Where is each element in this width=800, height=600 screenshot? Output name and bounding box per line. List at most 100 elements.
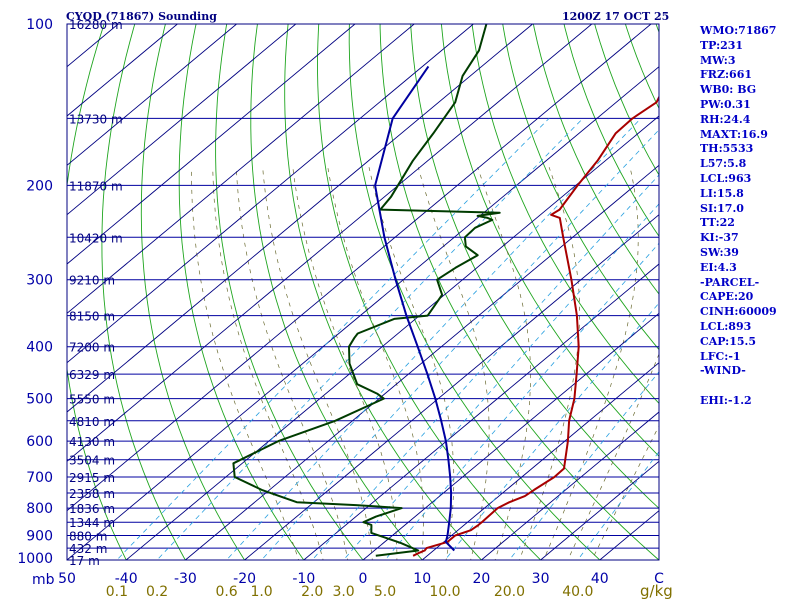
isotherm-line <box>67 66 659 560</box>
height-level-label: 16280 m <box>69 18 123 32</box>
pressure-unit-label: mb <box>32 572 55 588</box>
pressure-tick-label: 800 <box>26 501 53 517</box>
isotherm-line <box>67 24 474 364</box>
isotherm-line <box>67 24 237 166</box>
index-item: WMO:71867 <box>700 24 777 37</box>
index-item: LCL:893 <box>700 319 752 333</box>
temperature-tick-label: 30 <box>532 571 550 587</box>
height-level-label: 1836 m <box>69 502 115 516</box>
height-level-label: 5550 m <box>69 393 115 407</box>
moist-adiabat-line <box>262 167 373 560</box>
moist-adiabat-line <box>543 167 639 560</box>
mixing-ratio-line <box>384 242 659 560</box>
isotherm-line <box>303 263 659 560</box>
dry-adiabat-line <box>594 24 659 176</box>
index-item: TP:231 <box>700 38 744 52</box>
index-item: LFC:-1 <box>700 349 741 363</box>
pressure-tick-label: 1000 <box>17 551 53 567</box>
mixing-ratio-label: 20.0 <box>494 584 525 600</box>
isotherm-line <box>244 214 659 560</box>
isotherm-line <box>540 460 659 560</box>
height-level-label: 880 m <box>69 530 107 544</box>
index-item: -WIND- <box>700 364 746 378</box>
series-layer <box>232 24 659 557</box>
pressure-tick-label: 500 <box>26 392 53 408</box>
mixing-ratio-label: 10.0 <box>429 584 460 600</box>
isotherm-line <box>362 312 659 560</box>
temperature-tick-label: -10 <box>292 571 315 587</box>
height-level-label: 1344 m <box>69 516 115 530</box>
isotherm-line <box>67 24 652 512</box>
index-item: SI:17.0 <box>700 201 744 215</box>
temperature-line <box>412 95 659 557</box>
isotherm-line <box>481 411 659 560</box>
height-level-label: 4130 m <box>69 435 115 449</box>
index-item: EHI:-1.2 <box>700 393 752 407</box>
height-level-label: 13730 m <box>69 112 123 126</box>
index-item: EI:4.3 <box>700 260 737 274</box>
height-level-label: 6329 m <box>69 368 115 382</box>
mixing-ratio-label: 0.1 <box>106 584 128 600</box>
temperature-tick-label: 20 <box>472 571 490 587</box>
mixing-ratio-label: 40.0 <box>562 584 593 600</box>
height-level-label: 9210 m <box>69 274 115 288</box>
mixing-ratio-unit-label: g/kg <box>640 582 673 600</box>
dry-adiabat-line <box>178 24 305 560</box>
dry-adiabat-line <box>67 24 127 560</box>
height-level-label: 10420 m <box>69 231 123 245</box>
isotherm-line <box>421 362 659 560</box>
dry-adiabat-line <box>348 24 601 560</box>
height-level-label: 8150 m <box>69 310 115 324</box>
isotherm-line <box>67 24 593 462</box>
mixing-ratio-line <box>226 118 642 560</box>
index-spacer <box>700 379 798 394</box>
index-item: RH:24.4 <box>700 112 751 126</box>
stability-indices-panel: WMO:71867 TP:231 MW:3 FRZ:661 WB0: BG PW:0.31… <box>700 24 798 409</box>
dry-adiabat-line <box>215 24 364 560</box>
isotherm-line <box>67 24 356 265</box>
height-level-label: 17 m <box>69 554 100 568</box>
mixing-ratio-label: 0.2 <box>146 584 168 600</box>
dry-adiabat-line <box>563 24 659 238</box>
index-item: SW:39 <box>700 245 739 259</box>
index-item: TT:22 <box>700 216 735 230</box>
temperature-tick-label: -20 <box>233 571 256 587</box>
index-item: TH:5533 <box>700 142 754 156</box>
dry-adiabat-line <box>284 24 483 560</box>
isotherm-line <box>67 24 533 413</box>
index-item: KI:-37 <box>700 231 739 245</box>
dry-adiabat-line <box>471 24 659 405</box>
mixing-ratio-label: 0.6 <box>215 584 237 600</box>
height-level-label: 4810 m <box>69 415 115 429</box>
index-item: L57:5.8 <box>700 157 747 171</box>
dry-adiabat-line <box>532 24 659 295</box>
chart-title: CYQD (71867) Sounding <box>66 10 217 23</box>
mixing-ratio-label: 3.0 <box>332 584 354 600</box>
moist-adiabat-line <box>477 167 531 560</box>
index-item: CINH:60009 <box>700 305 777 319</box>
parcel-path-line <box>374 65 456 552</box>
mixing-ratio-line <box>116 118 550 560</box>
pressure-tick-label: 600 <box>26 434 53 450</box>
isotherm-line <box>67 24 297 216</box>
mixing-ratio-line <box>577 451 659 560</box>
height-level-label: 3504 m <box>69 454 115 468</box>
pressure-tick-label: 100 <box>26 17 53 33</box>
index-item: MAXT:16.9 <box>700 127 768 141</box>
index-item: CAP:15.5 <box>700 334 757 348</box>
dry-adiabat-line <box>101 24 186 560</box>
temperature-tick-label: 40 <box>591 571 609 587</box>
dry-adiabat-line <box>317 24 542 560</box>
pressure-tick-label: 700 <box>26 470 53 486</box>
mixing-ratio-label: 2.0 <box>301 584 323 600</box>
dry-adiabat-line <box>502 24 659 351</box>
pressure-tick-label: 300 <box>26 273 53 289</box>
isotherm-line <box>67 24 415 314</box>
temperature-tick-label: C <box>654 571 664 587</box>
index-item: CAPE:20 <box>700 290 754 304</box>
moist-adiabat-line <box>292 167 398 560</box>
dry-adiabat-line <box>379 24 659 560</box>
dry-adiabat-line <box>440 24 659 457</box>
